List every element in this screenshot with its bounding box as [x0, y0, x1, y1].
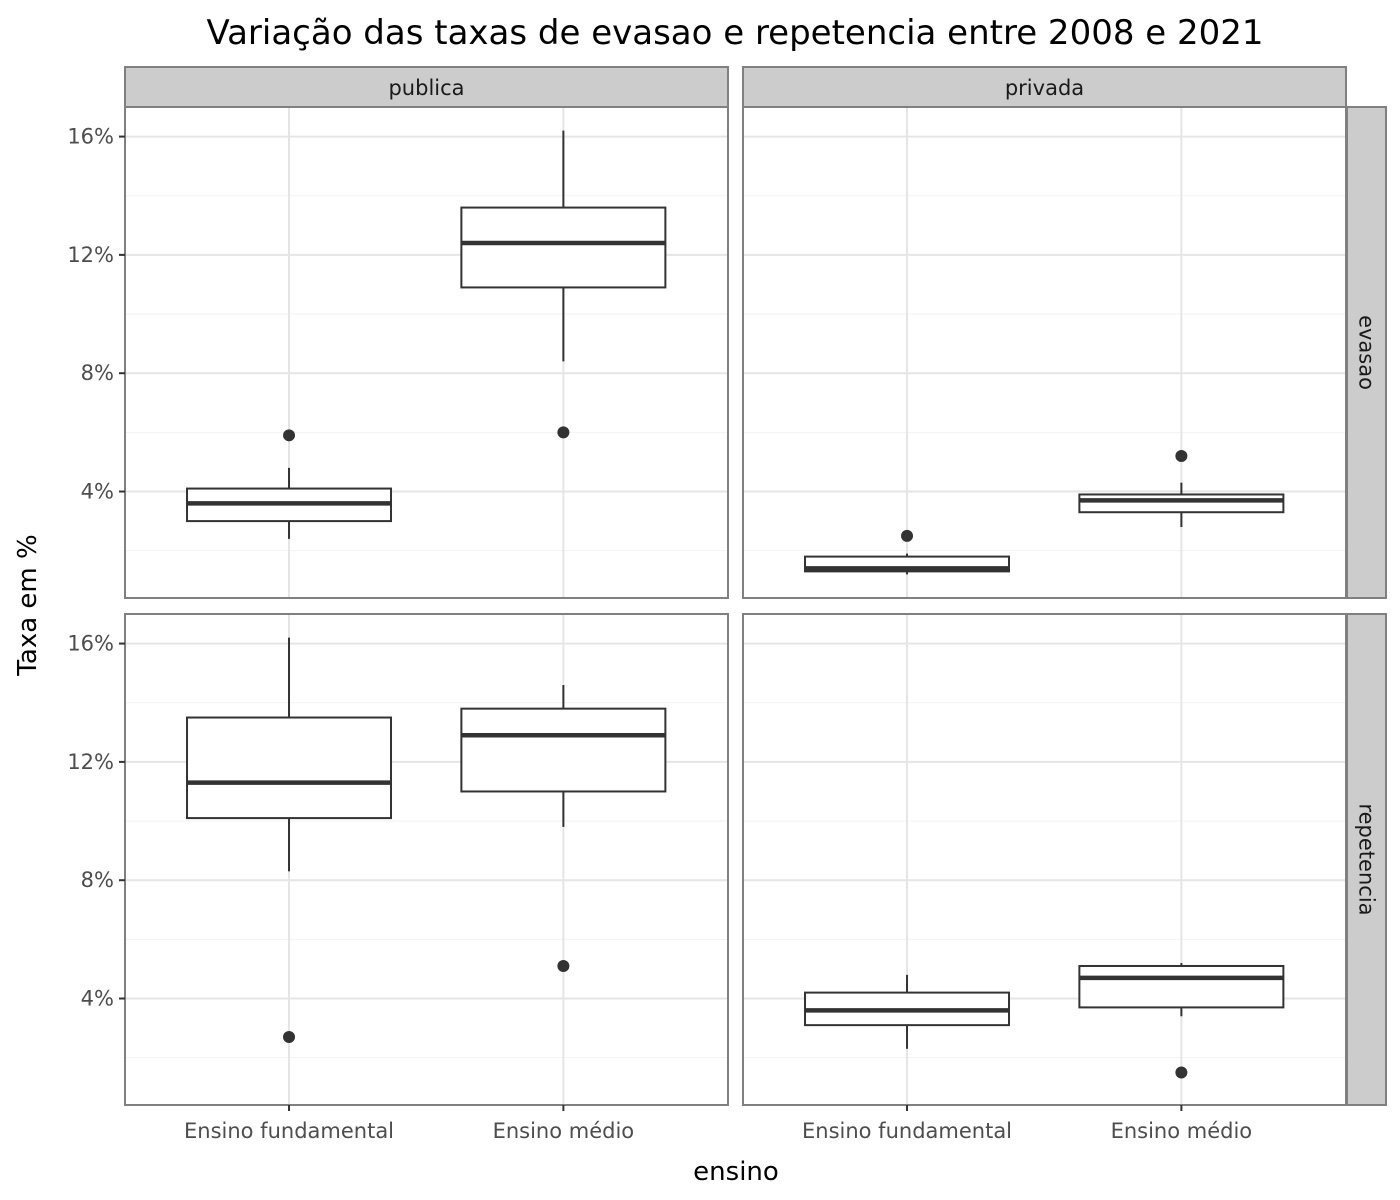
column-strip-label: privada: [1005, 76, 1084, 100]
panel-background: [125, 614, 728, 1105]
outlier-point: [1175, 450, 1188, 463]
y-tick-label: 8%: [81, 868, 114, 892]
panel-privada-repetencia: [742, 613, 1347, 1106]
box-ensino-fundamental: [804, 974, 1011, 1049]
row-strip-repetencia: [1346, 613, 1387, 1106]
box-ensino-fundamental: [186, 429, 393, 539]
panel-privada-evasao: [742, 106, 1347, 599]
panel-border: [124, 106, 729, 599]
panel-background: [125, 107, 728, 598]
chart-title: Variação das taxas de evasao e repetenci…: [206, 13, 1263, 53]
y-tick-label: 4%: [81, 480, 114, 504]
x-axis-title: ensino: [693, 1157, 779, 1187]
row-strip-label: repetencia: [1355, 803, 1379, 915]
outlier-point: [557, 959, 570, 972]
outlier-point: [283, 429, 296, 442]
x-tick-label: Ensino médio: [1111, 1119, 1253, 1143]
box-ensino-fundamental: [804, 529, 1011, 575]
y-tick-label: 16%: [67, 125, 114, 149]
outlier-point: [901, 529, 914, 542]
column-strip-privada: [742, 66, 1347, 108]
box-ensino-médio: [1078, 450, 1285, 528]
outlier-point: [557, 426, 570, 439]
row-strip-label: evasao: [1355, 315, 1379, 390]
box-ensino-fundamental: [186, 637, 393, 1043]
interquartile-box: [186, 716, 393, 820]
panel-background: [743, 107, 1346, 598]
panel-border: [742, 106, 1347, 599]
x-tick-label: Ensino fundamental: [802, 1119, 1012, 1143]
x-tick-label: Ensino fundamental: [184, 1119, 394, 1143]
box-ensino-médio: [460, 130, 667, 439]
outlier-point: [1175, 1066, 1188, 1079]
box-ensino-médio: [460, 684, 667, 972]
interquartile-box: [460, 206, 667, 289]
row-strip-evasao: [1346, 106, 1387, 599]
panel-publica-repetencia: [124, 613, 729, 1106]
column-strip-label: publica: [388, 76, 464, 100]
panel-border: [124, 613, 729, 1106]
column-strip-publica: [124, 66, 729, 108]
panel-background: [743, 614, 1346, 1105]
y-tick-label: 12%: [67, 243, 114, 267]
interquartile-box: [1078, 493, 1285, 514]
outlier-point: [283, 1030, 296, 1043]
y-tick-label: 16%: [67, 632, 114, 656]
y-tick-label: 12%: [67, 750, 114, 774]
box-ensino-médio: [1078, 963, 1285, 1079]
facet-panels: publica privada evasao repetencia 4% 8% 12% 16%…: [67, 66, 1387, 1143]
interquartile-box: [1078, 964, 1285, 1009]
y-tick-label: 8%: [81, 361, 114, 385]
panel-publica-evasao: [124, 106, 729, 599]
y-tick-label: 4%: [81, 987, 114, 1011]
interquartile-box: [460, 707, 667, 793]
panel-border: [742, 613, 1347, 1106]
x-tick-label: Ensino médio: [493, 1119, 635, 1143]
y-axis-title: Taxa em %: [13, 534, 43, 676]
